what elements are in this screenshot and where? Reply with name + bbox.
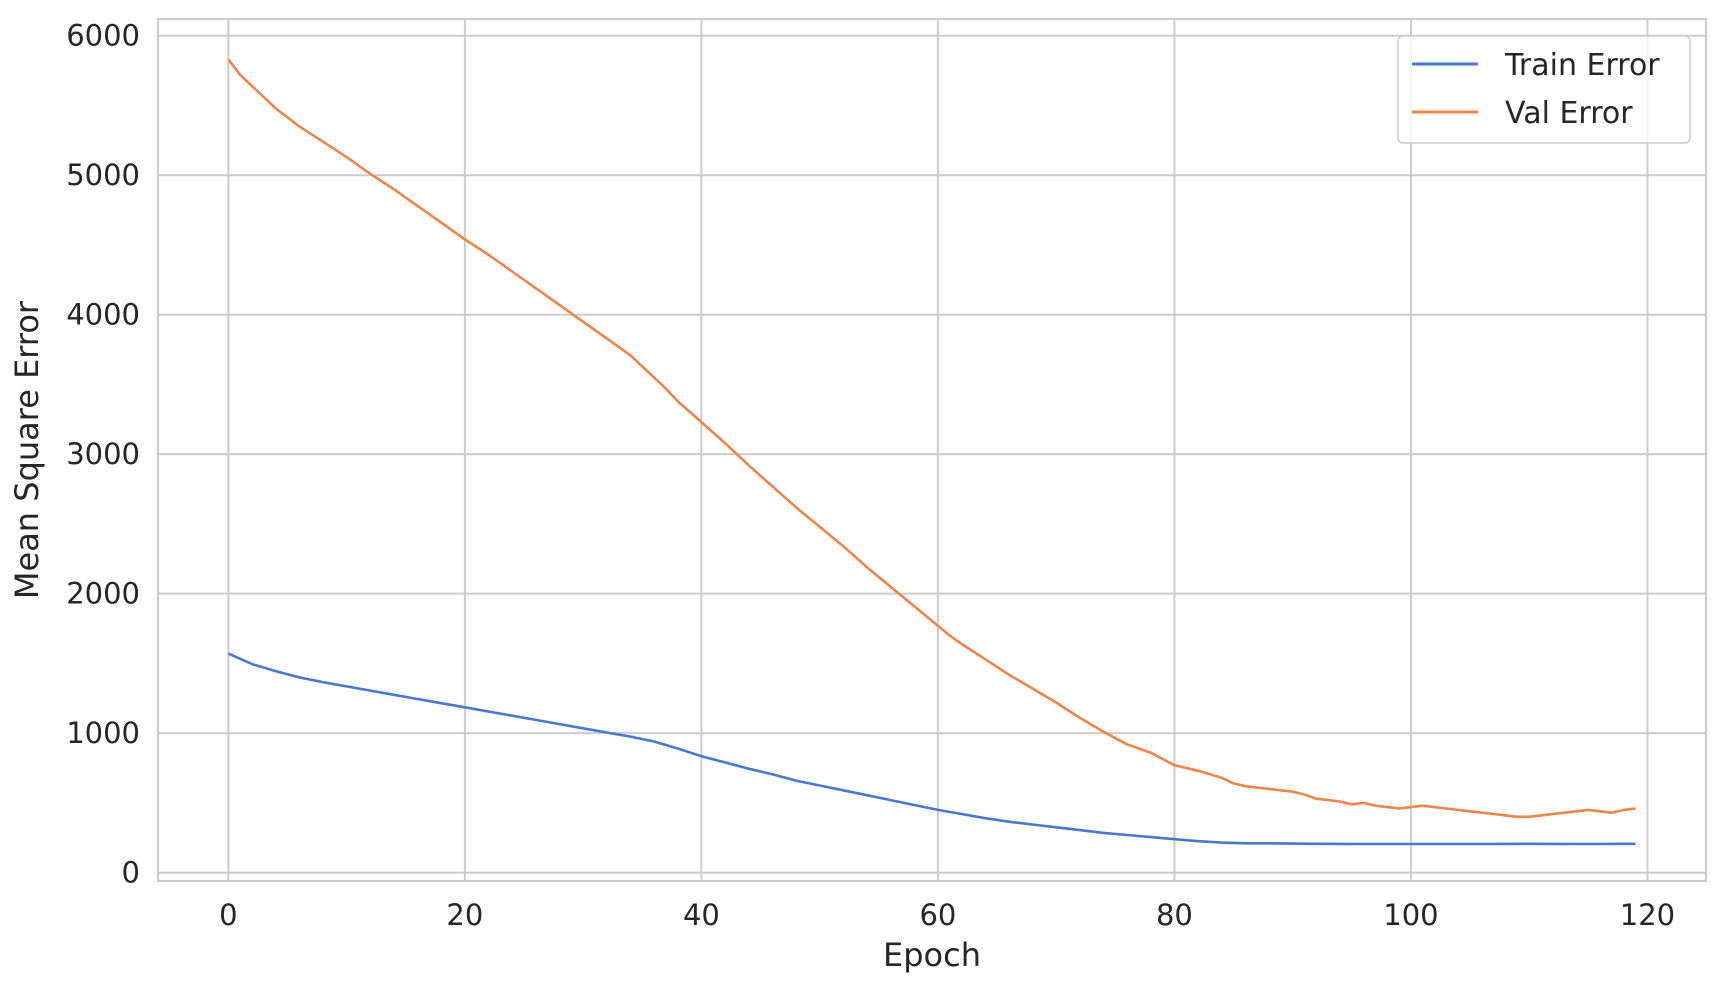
val-error-line bbox=[227, 58, 1636, 819]
x-tick-label: 0 bbox=[219, 898, 237, 932]
y-tick-label: 4000 bbox=[66, 298, 140, 332]
x-axis-title: Epoch bbox=[883, 936, 981, 974]
legend: Train Error Val Error bbox=[1397, 35, 1691, 144]
legend-label-val: Val Error bbox=[1505, 96, 1633, 131]
x-tick-label: 80 bbox=[1156, 898, 1193, 932]
y-tick-label: 1000 bbox=[66, 716, 140, 750]
y-tick-label: 3000 bbox=[66, 437, 140, 471]
series-layer bbox=[227, 58, 1636, 846]
x-tick-label: 60 bbox=[919, 898, 956, 932]
y-tick-label: 0 bbox=[122, 856, 140, 890]
y-axis: 0 1000 2000 3000 4000 5000 6000 bbox=[66, 19, 140, 890]
y-axis-title: Mean Square Error bbox=[8, 300, 46, 599]
x-tick-label: 120 bbox=[1620, 898, 1675, 932]
x-tick-label: 20 bbox=[446, 898, 483, 932]
legend-label-train: Train Error bbox=[1504, 48, 1660, 83]
grid bbox=[158, 19, 1706, 881]
x-axis: 0 20 40 60 80 100 120 bbox=[219, 898, 1675, 932]
y-tick-label: 5000 bbox=[66, 158, 140, 192]
x-tick-label: 40 bbox=[683, 898, 720, 932]
y-tick-label: 6000 bbox=[66, 19, 140, 53]
plot-area bbox=[157, 18, 1707, 882]
x-tick-label: 100 bbox=[1383, 898, 1438, 932]
y-tick-label: 2000 bbox=[66, 577, 140, 611]
train-error-line bbox=[227, 652, 1636, 846]
